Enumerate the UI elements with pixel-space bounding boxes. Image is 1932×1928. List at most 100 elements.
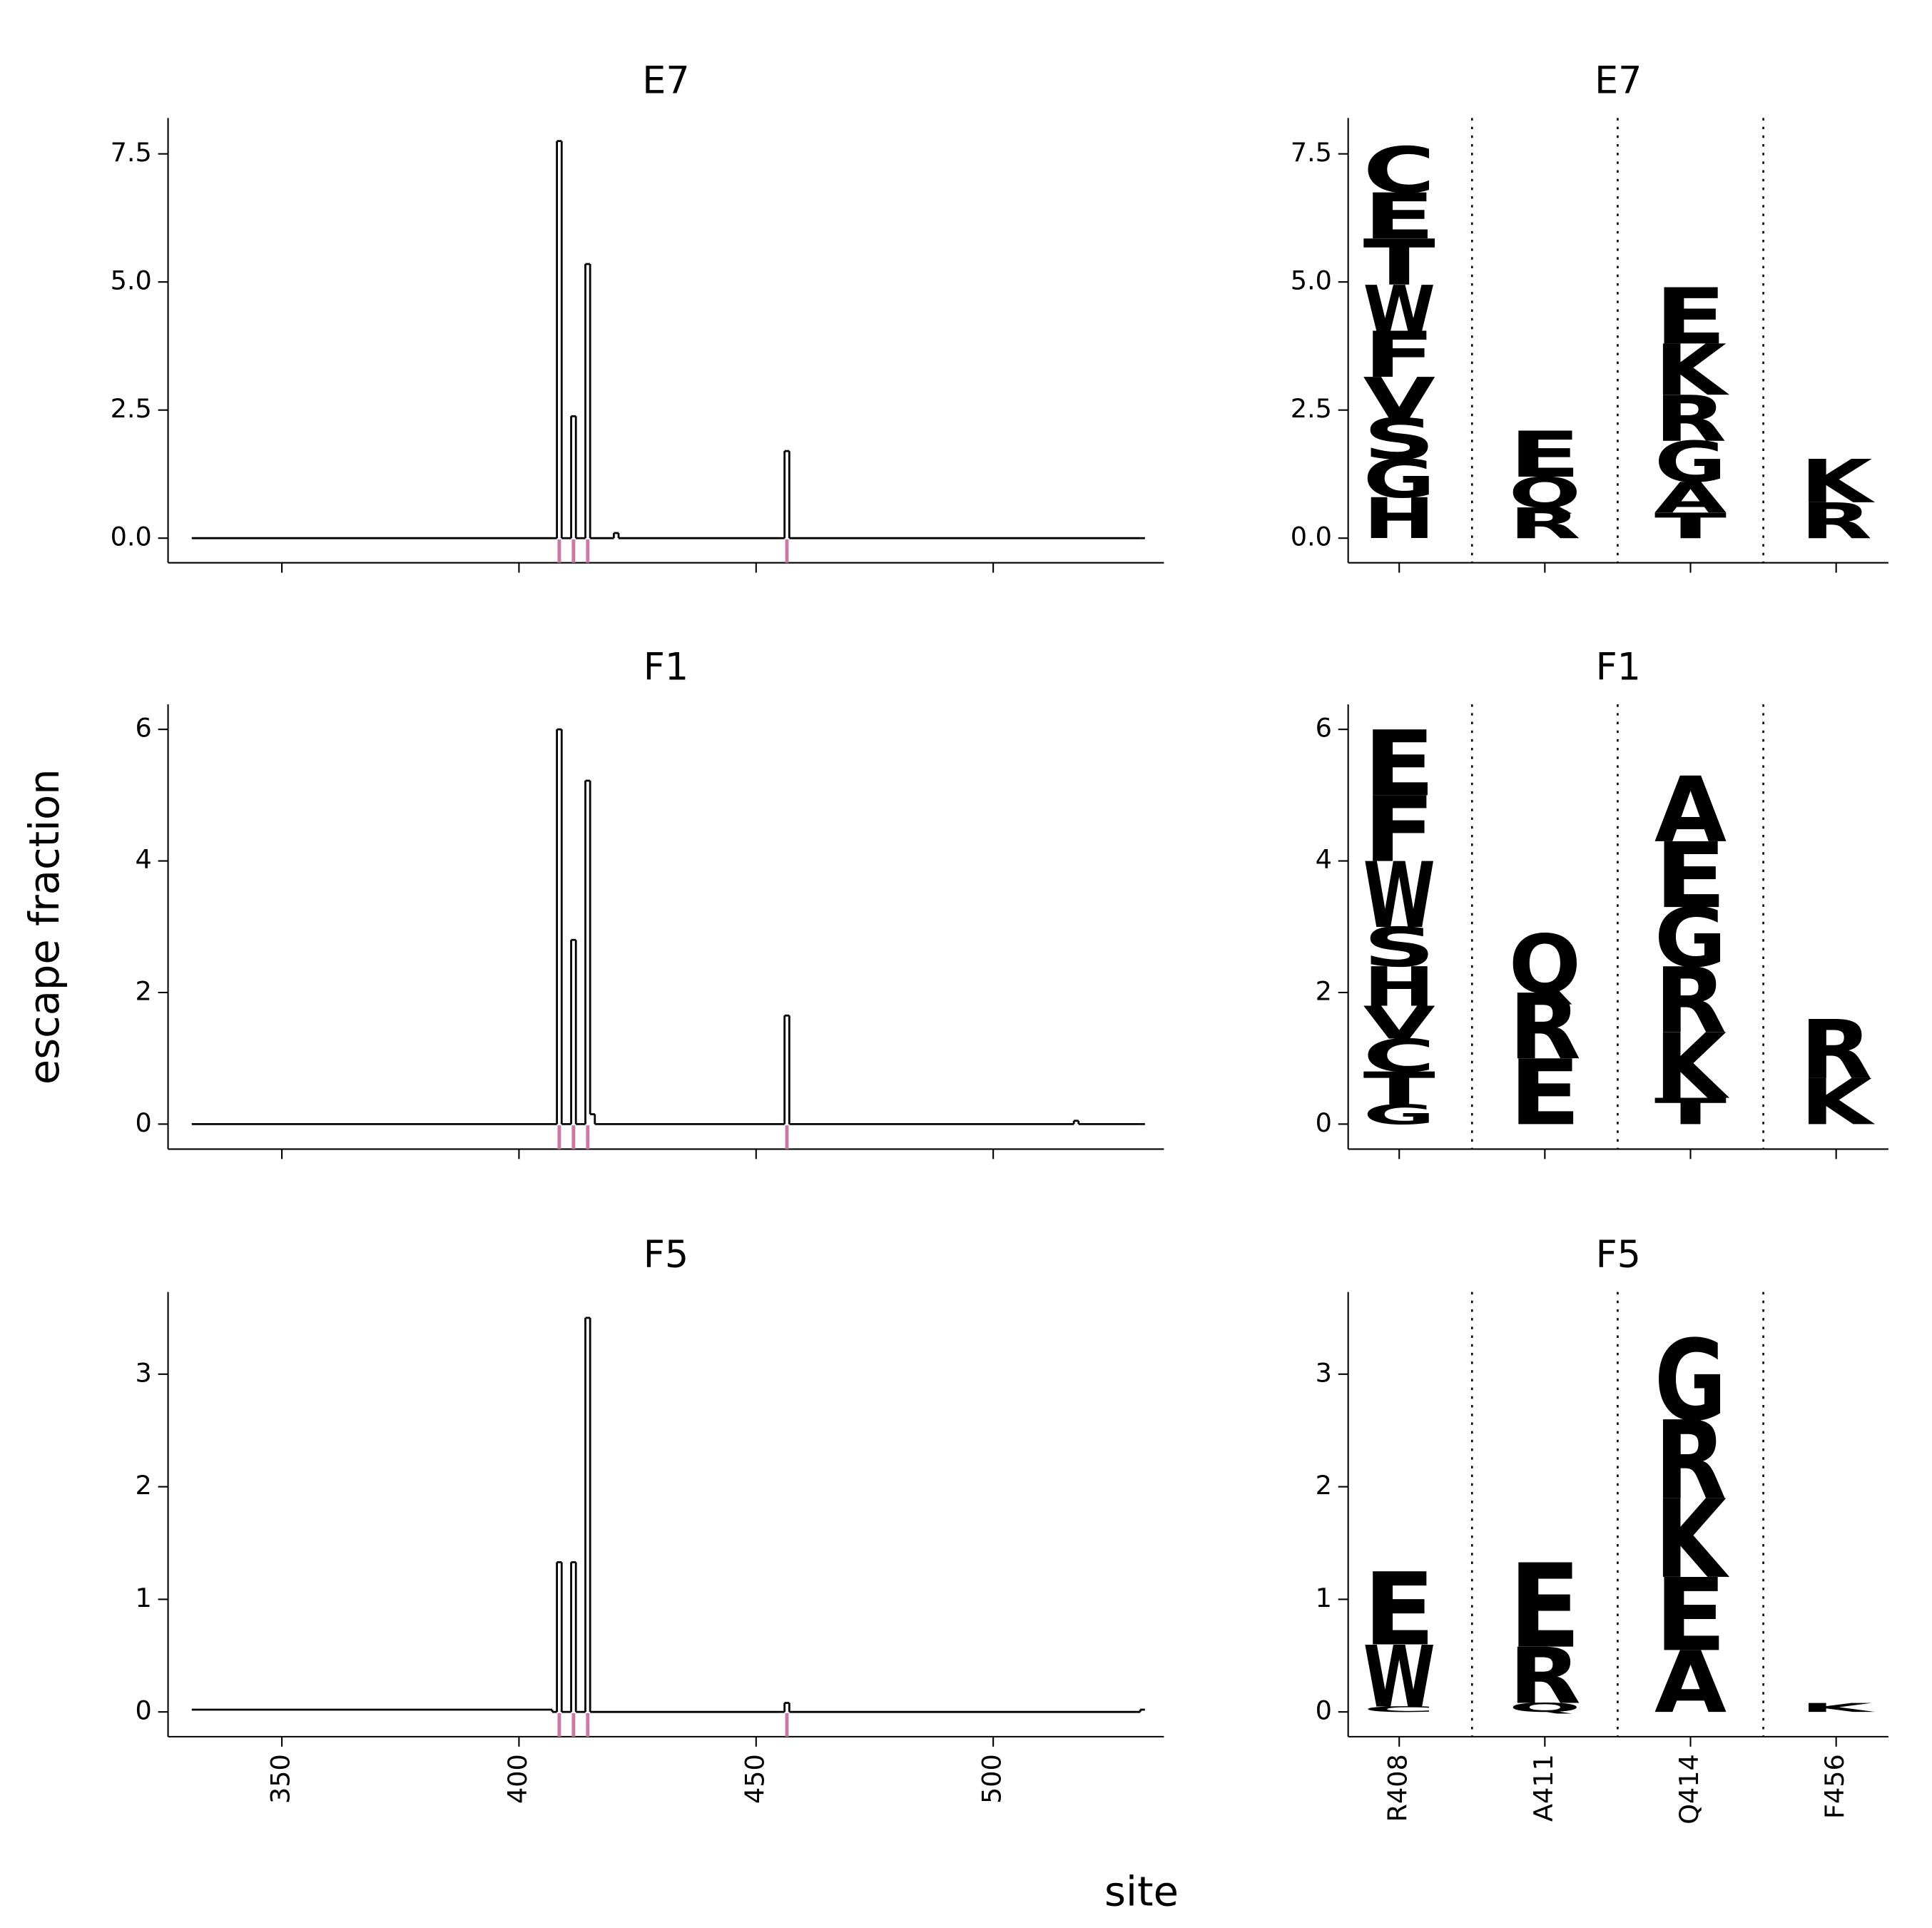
- y-tick-label: 0: [1316, 1695, 1332, 1726]
- highlight: [586, 539, 590, 563]
- highlight: [586, 1713, 590, 1737]
- y-tick-label: 0.0: [1291, 522, 1332, 552]
- logo-letter: E: [1509, 418, 1581, 492]
- x-tick-label: Q414: [1674, 1754, 1704, 1825]
- logo-letter: H: [1363, 486, 1435, 552]
- logo-letter: H: [1363, 955, 1435, 1018]
- logo-letter: E: [1363, 180, 1435, 253]
- logo-letter: G: [1654, 891, 1727, 985]
- logo-letter: R: [1509, 975, 1581, 1080]
- y-tick-label: 6: [136, 713, 152, 744]
- logo-letter: V: [1363, 997, 1435, 1050]
- logo-letter: V: [1363, 365, 1435, 431]
- y-tick-label: 2.5: [1291, 393, 1332, 424]
- logo-letter: Q: [1509, 468, 1581, 517]
- logo-letter: W: [1363, 843, 1435, 948]
- chart-title: F5: [644, 1233, 688, 1277]
- logo-letter: W: [1363, 1628, 1435, 1727]
- logo-letter: S: [1363, 407, 1435, 472]
- y-tick-label: 6: [1316, 713, 1332, 744]
- logo-letter: E: [1654, 1558, 1727, 1674]
- logo-letter: K: [1800, 1700, 1875, 1715]
- logo-letter: G: [1363, 1099, 1435, 1130]
- highlight: [557, 1713, 561, 1737]
- highlight: [785, 539, 789, 563]
- logo-letter: T: [1654, 506, 1727, 547]
- logo-letter: R: [1509, 499, 1581, 548]
- logo-letter: E: [1509, 1040, 1581, 1145]
- logo-letter: K: [1654, 330, 1730, 412]
- logo-letter: G: [1654, 430, 1727, 495]
- y-tick-label: 4: [136, 844, 152, 875]
- y-tick-label: 7.5: [111, 137, 152, 168]
- y-tick-label: 2: [136, 1470, 152, 1501]
- y-tick-label: 2: [1316, 1470, 1332, 1501]
- y-tick-label: 1: [136, 1583, 152, 1613]
- x-axis-label: site: [1104, 1868, 1179, 1916]
- logo-letter: R: [1509, 1632, 1581, 1722]
- chart-title: F1: [1596, 645, 1641, 689]
- x-tick-label: R408: [1383, 1754, 1413, 1822]
- x-tick-label: 500: [977, 1754, 1007, 1804]
- y-tick-label: 0: [136, 1695, 152, 1726]
- y-tick-label: 4: [1316, 844, 1332, 875]
- highlight: [571, 1713, 576, 1737]
- chart-title: F1: [644, 645, 688, 689]
- logo-letter: F: [1363, 778, 1435, 883]
- chart-title: E7: [1595, 59, 1642, 103]
- logo-letter: K: [1654, 1015, 1729, 1120]
- logo-letter: E: [1509, 1539, 1581, 1674]
- logo-letter: C: [1363, 1705, 1435, 1714]
- y-tick-label: 3: [1316, 1357, 1332, 1388]
- y-tick-label: 7.5: [1291, 137, 1332, 168]
- logo-letter: C: [1363, 1030, 1435, 1082]
- highlight: [785, 1125, 789, 1150]
- y-tick-label: 0: [1316, 1107, 1332, 1138]
- logo-letter: E: [1654, 823, 1727, 928]
- logo-letter: A: [1654, 473, 1727, 522]
- logo-letter: R: [1654, 1398, 1727, 1524]
- logo-letter: A: [1654, 758, 1727, 863]
- logo-letter: K: [1800, 447, 1876, 517]
- logo-letter: F: [1363, 318, 1435, 392]
- logo-letter: S: [1363, 916, 1435, 979]
- logo-letter: E: [1363, 1552, 1435, 1668]
- logo-letter: G: [1654, 1316, 1727, 1446]
- y-tick-label: 0.0: [111, 522, 152, 552]
- logo-letter: E: [1654, 272, 1727, 362]
- chart-title: F5: [1596, 1233, 1641, 1277]
- highlight: [586, 1125, 590, 1150]
- logo-letter: W: [1363, 272, 1435, 345]
- x-tick-label: 450: [739, 1754, 770, 1804]
- highlight: [571, 539, 576, 563]
- logo-letter: R: [1654, 948, 1727, 1053]
- y-tick-label: 2.5: [111, 393, 152, 424]
- logo-letter: Q: [1509, 1700, 1581, 1715]
- logo-letter: Q: [1509, 917, 1581, 1012]
- logo-letter: T: [1654, 1091, 1727, 1133]
- y-tick-label: 0: [136, 1107, 152, 1138]
- y-tick-label: 5.0: [111, 265, 152, 296]
- logo-letter: K: [1654, 1476, 1730, 1603]
- x-tick-label: F456: [1819, 1754, 1850, 1819]
- y-tick-label: 1: [1316, 1583, 1332, 1613]
- highlight: [571, 1125, 576, 1150]
- y-tick-label: 2: [136, 975, 152, 1006]
- logo-letter: R: [1800, 1003, 1872, 1097]
- x-tick-label: A411: [1528, 1754, 1559, 1822]
- y-axis-label: escape fraction: [21, 768, 68, 1085]
- x-tick-label: 400: [502, 1754, 533, 1804]
- x-tick-label: 350: [265, 1754, 296, 1804]
- logo-letter: C: [1363, 134, 1435, 208]
- logo-letter: K: [1800, 1066, 1876, 1140]
- logo-letter: R: [1654, 382, 1727, 456]
- logo-letter: G: [1363, 448, 1435, 509]
- highlight: [557, 1125, 561, 1150]
- logo-letter: T: [1363, 226, 1435, 300]
- y-tick-label: 5.0: [1291, 265, 1332, 296]
- logo-letter: R: [1800, 493, 1872, 550]
- highlight: [785, 1713, 789, 1737]
- logo-letter: E: [1363, 711, 1435, 816]
- logo-letter: A: [1654, 1633, 1727, 1732]
